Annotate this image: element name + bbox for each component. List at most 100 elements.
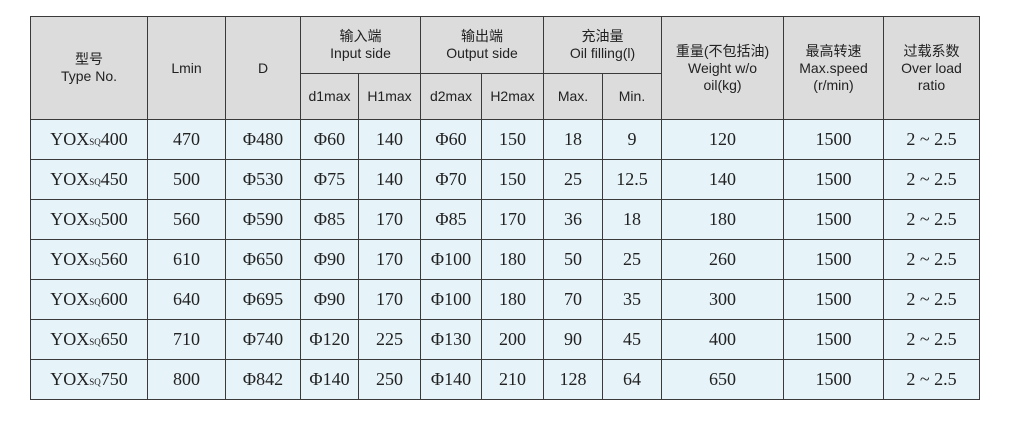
cell-oil-min: 18 bbox=[602, 199, 662, 240]
cell-type-no: YOXSQ600 bbox=[30, 279, 148, 320]
cell-h1max: 170 bbox=[358, 239, 421, 280]
header-d2max: d2max bbox=[420, 73, 482, 120]
table-row: YOXSQ450 500 Φ530 Φ75 140 Φ70 150 25 12.5 140 1500… bbox=[30, 159, 980, 200]
header-h2max: H2max bbox=[481, 73, 544, 120]
cell-d: Φ650 bbox=[225, 239, 301, 280]
cell-lmin: 710 bbox=[147, 319, 226, 360]
cell-type-no: YOXSQ450 bbox=[30, 159, 148, 200]
cell-speed: 1500 bbox=[783, 239, 884, 280]
cell-d2max: Φ140 bbox=[420, 359, 482, 400]
cell-ratio: 2 ~ 2.5 bbox=[883, 359, 980, 400]
cell-speed: 1500 bbox=[783, 199, 884, 240]
cell-h1max: 140 bbox=[358, 119, 421, 160]
header-oil-max: Max. bbox=[543, 73, 603, 120]
cell-oil-max: 90 bbox=[543, 319, 603, 360]
cell-d: Φ530 bbox=[225, 159, 301, 200]
cell-d1max: Φ90 bbox=[300, 239, 359, 280]
cell-h2max: 150 bbox=[481, 159, 544, 200]
cell-weight: 120 bbox=[661, 119, 784, 160]
cell-d1max: Φ140 bbox=[300, 359, 359, 400]
header-h1max: H1max bbox=[358, 73, 421, 120]
cell-ratio: 2 ~ 2.5 bbox=[883, 319, 980, 360]
header-over-load: 过载系数 Over load ratio bbox=[883, 16, 980, 120]
cell-d1max: Φ60 bbox=[300, 119, 359, 160]
header-d: D bbox=[225, 16, 301, 120]
cell-ratio: 2 ~ 2.5 bbox=[883, 199, 980, 240]
table-row: YOXSQ600 640 Φ695 Φ90 170 Φ100 180 70 35 300 1500 2… bbox=[30, 279, 980, 320]
cell-oil-max: 128 bbox=[543, 359, 603, 400]
cell-ratio: 2 ~ 2.5 bbox=[883, 279, 980, 320]
table-row: YOXSQ750 800 Φ842 Φ140 250 Φ140 210 128 64 650 150… bbox=[30, 359, 980, 400]
table-row: YOXSQ500 560 Φ590 Φ85 170 Φ85 170 36 18 180 1500 2 … bbox=[30, 199, 980, 240]
cell-d2max: Φ100 bbox=[420, 279, 482, 320]
cell-lmin: 640 bbox=[147, 279, 226, 320]
cell-lmin: 470 bbox=[147, 119, 226, 160]
cell-weight: 260 bbox=[661, 239, 784, 280]
cell-oil-max: 25 bbox=[543, 159, 603, 200]
cell-oil-max: 70 bbox=[543, 279, 603, 320]
cell-weight: 140 bbox=[661, 159, 784, 200]
cell-weight: 400 bbox=[661, 319, 784, 360]
cell-h2max: 170 bbox=[481, 199, 544, 240]
cell-d: Φ695 bbox=[225, 279, 301, 320]
cell-weight: 180 bbox=[661, 199, 784, 240]
header-oil-filling: 充油量 Oil filling(l) bbox=[543, 16, 662, 74]
cell-d1max: Φ85 bbox=[300, 199, 359, 240]
cell-d: Φ740 bbox=[225, 319, 301, 360]
cell-weight: 650 bbox=[661, 359, 784, 400]
cell-d2max: Φ85 bbox=[420, 199, 482, 240]
cell-d2max: Φ130 bbox=[420, 319, 482, 360]
cell-d1max: Φ75 bbox=[300, 159, 359, 200]
spec-table: 型号 Type No. Lmin D 输入端 Input side 输出端 Outpu… bbox=[30, 16, 980, 400]
cell-d1max: Φ120 bbox=[300, 319, 359, 360]
cell-oil-min: 9 bbox=[602, 119, 662, 160]
cell-h2max: 200 bbox=[481, 319, 544, 360]
cell-h1max: 225 bbox=[358, 319, 421, 360]
cell-ratio: 2 ~ 2.5 bbox=[883, 119, 980, 160]
cell-speed: 1500 bbox=[783, 319, 884, 360]
cell-weight: 300 bbox=[661, 279, 784, 320]
cell-lmin: 500 bbox=[147, 159, 226, 200]
cell-ratio: 2 ~ 2.5 bbox=[883, 159, 980, 200]
cell-h2max: 210 bbox=[481, 359, 544, 400]
cell-d: Φ842 bbox=[225, 359, 301, 400]
cell-h2max: 150 bbox=[481, 119, 544, 160]
cell-type-no: YOXSQ750 bbox=[30, 359, 148, 400]
header-weight: 重量(不包括油) Weight w/o oil(kg) bbox=[661, 16, 784, 120]
cell-oil-max: 18 bbox=[543, 119, 603, 160]
cell-type-no: YOXSQ400 bbox=[30, 119, 148, 160]
cell-h1max: 170 bbox=[358, 199, 421, 240]
cell-ratio: 2 ~ 2.5 bbox=[883, 239, 980, 280]
header-lmin: Lmin bbox=[147, 16, 226, 120]
header-type-no: 型号 Type No. bbox=[30, 16, 148, 120]
cell-speed: 1500 bbox=[783, 119, 884, 160]
header-output-side: 输出端 Output side bbox=[420, 16, 544, 74]
header-oil-min: Min. bbox=[602, 73, 662, 120]
cell-d2max: Φ60 bbox=[420, 119, 482, 160]
cell-h2max: 180 bbox=[481, 239, 544, 280]
cell-oil-min: 12.5 bbox=[602, 159, 662, 200]
header-max-speed: 最高转速 Max.speed (r/min) bbox=[783, 16, 884, 120]
cell-lmin: 560 bbox=[147, 199, 226, 240]
cell-h1max: 170 bbox=[358, 279, 421, 320]
cell-speed: 1500 bbox=[783, 279, 884, 320]
cell-lmin: 800 bbox=[147, 359, 226, 400]
cell-d1max: Φ90 bbox=[300, 279, 359, 320]
table-row: YOXSQ560 610 Φ650 Φ90 170 Φ100 180 50 25 260 1500 2… bbox=[30, 239, 980, 280]
header-d1max: d1max bbox=[300, 73, 359, 120]
cell-oil-min: 45 bbox=[602, 319, 662, 360]
cell-type-no: YOXSQ560 bbox=[30, 239, 148, 280]
cell-speed: 1500 bbox=[783, 359, 884, 400]
cell-lmin: 610 bbox=[147, 239, 226, 280]
cell-oil-min: 35 bbox=[602, 279, 662, 320]
header-input-side: 输入端 Input side bbox=[300, 16, 421, 74]
table-row: YOXSQ650 710 Φ740 Φ120 225 Φ130 200 90 45 400 1500… bbox=[30, 319, 980, 360]
cell-d2max: Φ100 bbox=[420, 239, 482, 280]
cell-h1max: 250 bbox=[358, 359, 421, 400]
cell-h1max: 140 bbox=[358, 159, 421, 200]
cell-type-no: YOXSQ650 bbox=[30, 319, 148, 360]
cell-oil-max: 50 bbox=[543, 239, 603, 280]
cell-d2max: Φ70 bbox=[420, 159, 482, 200]
cell-type-no: YOXSQ500 bbox=[30, 199, 148, 240]
cell-d: Φ480 bbox=[225, 119, 301, 160]
